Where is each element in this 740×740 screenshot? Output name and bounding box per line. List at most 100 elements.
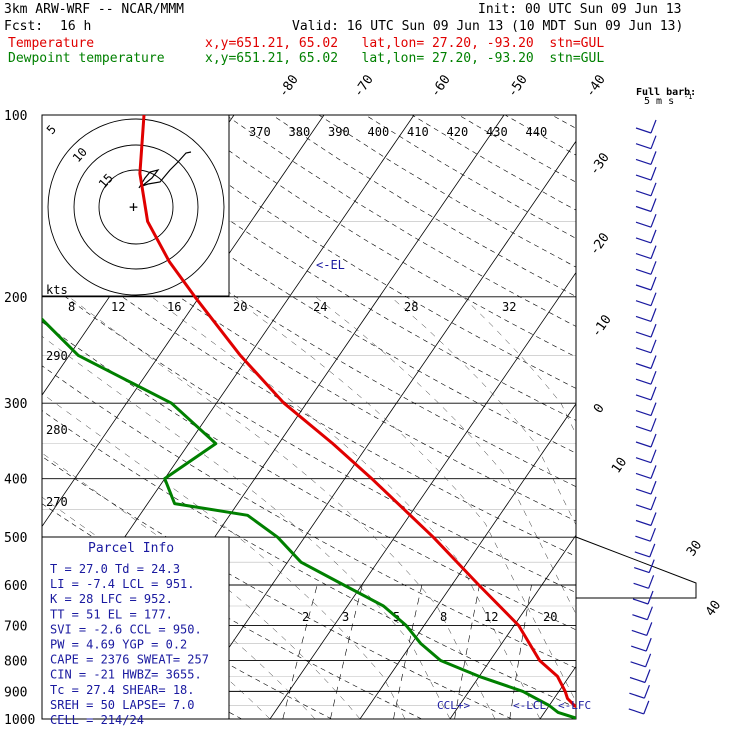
wind-barb-flag xyxy=(631,629,647,636)
parcel-info-row: CIN = -21 HWBZ= 3655. xyxy=(50,668,202,682)
wind-barb-shaft xyxy=(643,684,650,699)
mixing-ratio-line xyxy=(509,584,532,719)
isotherm-line xyxy=(630,115,740,719)
theta-label: 290 xyxy=(46,349,68,363)
moist-adiabat-line xyxy=(231,296,576,703)
mixing-ratio-label: 8 xyxy=(440,610,447,624)
isotherm-label: 10 xyxy=(609,455,630,476)
isotherm-line xyxy=(539,665,576,719)
pressure-tick-label: 900 xyxy=(4,685,27,700)
parcel-info-row: TT = 51 EL = 177. xyxy=(50,607,173,621)
wind-barb-shaft xyxy=(650,198,657,212)
wind-barb-flag xyxy=(635,253,652,260)
fcst-value: 16 h xyxy=(60,19,92,34)
theta-label: 390 xyxy=(328,125,350,139)
el-annotation: <-EL xyxy=(316,258,345,272)
isotherm-label: -40 xyxy=(583,72,609,100)
temperature-location: x,y=651.21, 65.02 lat,lon= 27.20, -93.20… xyxy=(205,36,605,51)
wind-barb-flag xyxy=(630,661,646,668)
mixing-ratio-label: 12 xyxy=(484,610,498,624)
dry-adiabat-line xyxy=(42,321,576,631)
wind-barb-flag xyxy=(631,645,647,652)
dry-adiabat-line xyxy=(178,115,576,358)
wind-barb-shaft xyxy=(644,669,651,683)
model-title: 3km ARW-WRF -- NCAR/MMM xyxy=(4,2,185,17)
plot-border xyxy=(41,114,577,720)
wind-legend-line2: 5 m s xyxy=(644,96,674,107)
wind-barb-shaft xyxy=(650,355,657,369)
parcel-info-row: PW = 4.69 YGP = 0.2 xyxy=(50,638,187,652)
parcel-info-row: SVI = -2.6 CCL = 950. xyxy=(50,622,202,636)
pressure-tick-label: 100 xyxy=(4,109,27,124)
wind-barb-shaft xyxy=(648,575,655,589)
hodo-ring xyxy=(98,169,174,245)
wind-barb-flag xyxy=(635,378,652,385)
isotherm-line xyxy=(42,115,325,528)
mixing-ratio-line xyxy=(393,584,423,719)
wind-barb-flag xyxy=(635,158,652,165)
fcst-label: Fcst: xyxy=(4,19,44,34)
mixing-ratio-label: 3 xyxy=(342,610,349,624)
wind-barb-shaft xyxy=(650,339,657,354)
dewpoint-location: x,y=651.21, 65.02 lat,lon= 27.20, -93.20… xyxy=(205,51,605,66)
wind-barb-flag xyxy=(633,582,649,589)
dry-adiabat-line xyxy=(551,115,576,129)
pressure-tick-label: 400 xyxy=(4,473,27,488)
data-series xyxy=(42,115,576,719)
isotherm-label: -20 xyxy=(587,230,613,258)
wind-barb-shaft xyxy=(650,449,657,463)
theta-label: 400 xyxy=(368,125,390,139)
wind-barb-shaft xyxy=(650,182,657,197)
isotherm-label: -60 xyxy=(428,72,454,100)
parcel-info-box: Parcel Info T = 27.0 Td = 24.3LI = -7.4 L… xyxy=(50,541,209,727)
wind-barb-shaft xyxy=(650,292,657,306)
mixing-ratio-label: 2 xyxy=(302,610,309,624)
wind-barb-flag xyxy=(629,676,646,684)
dewpoint-legend: Dewpoint temperature xyxy=(8,51,165,66)
wind-barb-shaft xyxy=(650,229,657,244)
wind-barb-flag xyxy=(635,410,652,417)
theta-label: 430 xyxy=(486,125,508,139)
dry-adiabat-line xyxy=(598,115,740,719)
theta-label: 280 xyxy=(46,423,68,437)
isotherm-label: -80 xyxy=(276,72,302,100)
wind-barb-shaft xyxy=(650,166,657,181)
wind-barb-shaft xyxy=(645,637,652,652)
dry-adiabat-line xyxy=(365,115,576,239)
wind-legend-line1: Full barb: xyxy=(636,87,696,98)
isotherm-label: 30 xyxy=(684,538,705,559)
wind-barb-shaft xyxy=(646,606,653,620)
theta-label: 420 xyxy=(447,125,469,139)
wind-barb-flag xyxy=(632,614,648,621)
moist-adiabat-line xyxy=(462,296,576,435)
wind-barb-flag xyxy=(634,567,650,574)
wind-barb-shaft xyxy=(650,433,657,448)
speed-label: 24 xyxy=(313,300,327,314)
wind-barb-flag xyxy=(635,457,652,464)
parcel-info-row: K = 28 LFC = 952. xyxy=(50,592,173,606)
wind-barb-shaft xyxy=(647,590,654,605)
moist-adiabat-line xyxy=(390,296,576,526)
wind-barb-flag xyxy=(635,331,652,338)
moist-adiabat-line xyxy=(151,296,541,719)
wind-barb-flag xyxy=(635,237,652,244)
wind-barb-flag xyxy=(635,127,652,134)
wind-barb-shaft xyxy=(646,622,653,636)
speed-label: 16 xyxy=(167,300,181,314)
isotherm-line xyxy=(449,534,576,719)
dry-adiabat-line xyxy=(318,115,576,268)
theta-label: 380 xyxy=(289,125,311,139)
moist-adiabat-line xyxy=(42,496,316,719)
speed-label: 28 xyxy=(404,300,418,314)
wind-barb-flag xyxy=(632,598,649,605)
wind-barb-shaft xyxy=(650,245,657,259)
pressure-tick-label: 300 xyxy=(4,397,27,412)
lcl-annotation: <-LCL xyxy=(513,699,546,712)
wind-barb-shaft xyxy=(645,653,652,668)
wind-panel-outline xyxy=(575,536,697,599)
wind-barb-flag xyxy=(635,472,652,479)
wind-barb-shaft xyxy=(650,276,657,291)
init-time: Init: 00 UTC Sun 09 Jun 13 xyxy=(478,2,682,17)
dry-adiabat-line xyxy=(42,456,512,719)
wind-barb-shaft xyxy=(650,119,657,134)
